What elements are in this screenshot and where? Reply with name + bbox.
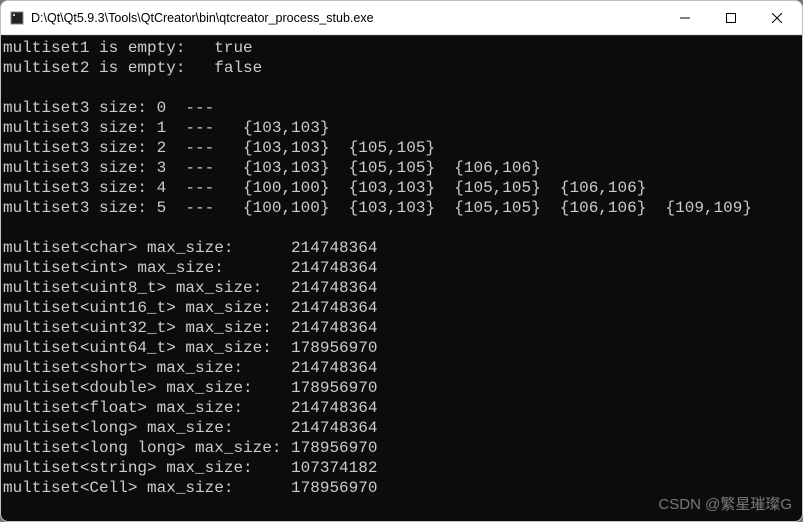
titlebar[interactable]: D:\Qt\Qt5.9.3\Tools\QtCreator\bin\qtcrea…	[1, 1, 802, 35]
app-icon	[9, 10, 25, 26]
window-frame: D:\Qt\Qt5.9.3\Tools\QtCreator\bin\qtcrea…	[0, 0, 803, 522]
console-output[interactable]: multiset1 is empty: true multiset2 is em…	[1, 35, 802, 521]
maximize-button[interactable]	[708, 1, 754, 34]
watermark: CSDN @繁星璀璨G	[658, 495, 792, 515]
close-button[interactable]	[754, 1, 800, 34]
window-title: D:\Qt\Qt5.9.3\Tools\QtCreator\bin\qtcrea…	[31, 11, 662, 25]
window-buttons	[662, 1, 800, 34]
minimize-button[interactable]	[662, 1, 708, 34]
console-text: multiset1 is empty: true multiset2 is em…	[3, 39, 752, 497]
